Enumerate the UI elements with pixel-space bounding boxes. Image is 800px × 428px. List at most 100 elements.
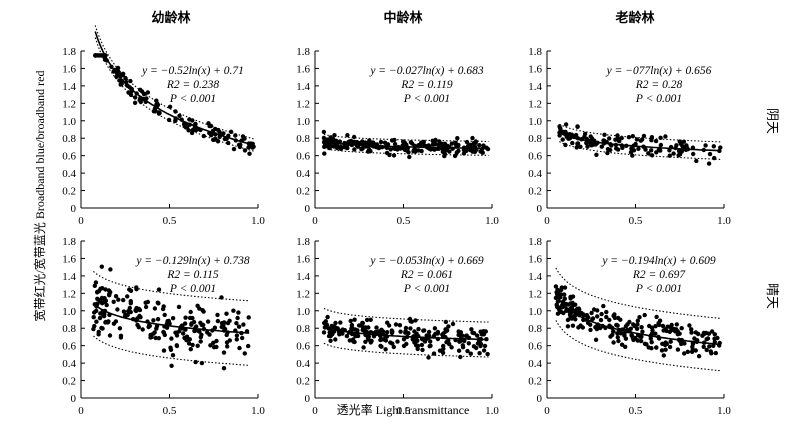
- y-tick-label: 1.8: [296, 236, 310, 248]
- data-point: [615, 136, 620, 141]
- lower-bound-line: [323, 147, 489, 156]
- data-point: [657, 322, 662, 328]
- data-point: [390, 329, 395, 334]
- data-point: [333, 320, 338, 326]
- data-point: [481, 348, 487, 353]
- r2-label: R2 = 0.238: [166, 79, 219, 91]
- data-point: [104, 302, 109, 308]
- y-tick-label: 1.0: [528, 116, 542, 128]
- data-point: [225, 344, 230, 349]
- data-point: [91, 315, 96, 320]
- data-point: [212, 325, 218, 330]
- data-point: [128, 299, 133, 304]
- data-point: [449, 345, 454, 350]
- data-point: [581, 312, 586, 317]
- data-point: [205, 319, 211, 324]
- data-point: [92, 310, 97, 315]
- data-point: [456, 148, 461, 154]
- data-point: [658, 142, 664, 148]
- data-point: [98, 286, 103, 291]
- y-tick-label: 1.2: [62, 98, 76, 110]
- data-point: [708, 349, 713, 354]
- data-point: [321, 135, 327, 141]
- y-tick-label: 1.8: [62, 46, 76, 58]
- data-point: [398, 329, 403, 334]
- lower-bound-line: [559, 141, 721, 160]
- data-point: [584, 313, 590, 318]
- data-point: [460, 333, 465, 338]
- data-point: [322, 151, 327, 156]
- y-tick-label: 0.6: [296, 341, 310, 353]
- data-point: [406, 331, 411, 336]
- x-tick-label: 0: [312, 405, 318, 417]
- x-tick-label: 0: [544, 405, 550, 417]
- y-tick-label: 1.4: [528, 81, 542, 93]
- data-point: [667, 148, 672, 153]
- data-point: [464, 148, 469, 154]
- data-point: [234, 333, 240, 338]
- data-point: [412, 340, 417, 345]
- data-point: [395, 339, 400, 344]
- data-point: [383, 347, 388, 352]
- x-tick-label: 0.5: [629, 405, 643, 417]
- data-point: [134, 287, 139, 292]
- data-point: [344, 333, 350, 339]
- y-tick-label: 0.2: [62, 186, 76, 198]
- data-point: [134, 305, 139, 311]
- data-point: [154, 326, 159, 331]
- data-point: [374, 330, 379, 335]
- data-point: [685, 349, 690, 354]
- data-point: [183, 315, 188, 320]
- data-point: [176, 304, 182, 310]
- data-point: [240, 335, 245, 341]
- data-point: [426, 329, 432, 335]
- data-point: [360, 320, 365, 326]
- data-point: [649, 325, 655, 330]
- p-value-label: P < 0.001: [169, 283, 216, 295]
- data-point: [607, 136, 612, 141]
- data-point: [103, 298, 109, 303]
- data-point: [362, 329, 368, 334]
- data-point: [113, 294, 119, 299]
- x-tick-label: 0.5: [163, 215, 177, 227]
- data-point: [169, 363, 174, 368]
- data-point: [368, 330, 373, 335]
- data-point: [612, 312, 617, 317]
- data-point: [638, 338, 644, 344]
- data-point: [115, 307, 120, 312]
- data-point: [108, 290, 113, 295]
- equation-label: y = −0.027ln(x) + 0.683: [369, 65, 484, 77]
- data-point: [669, 322, 674, 328]
- data-point: [246, 343, 251, 349]
- y-tick-label: 0: [537, 203, 543, 215]
- data-point: [705, 336, 711, 341]
- panel-老龄林-晴天: 0 0.2 0.4 0.6 0.8 1.0 1.2 1.4 1.6 1.8 0 0.5 1.0 y = −…: [528, 236, 731, 417]
- data-point: [353, 140, 359, 145]
- data-point: [620, 145, 625, 150]
- data-point: [121, 71, 126, 77]
- y-tick-label: 0.4: [62, 168, 76, 180]
- data-point: [598, 325, 603, 331]
- y-tick-label: 0.4: [62, 358, 76, 370]
- data-point: [152, 306, 158, 311]
- data-point: [367, 138, 372, 143]
- data-point: [560, 137, 565, 142]
- data-point: [360, 139, 365, 144]
- data-point: [160, 306, 166, 312]
- data-point: [615, 147, 621, 152]
- y-tick-label: 0.2: [528, 376, 542, 388]
- data-point: [364, 317, 370, 323]
- data-point: [578, 323, 583, 328]
- y-tick-label: 0: [305, 203, 311, 215]
- y-tick-label: 0: [71, 393, 77, 405]
- data-point: [478, 343, 483, 349]
- data-point: [401, 343, 407, 349]
- y-tick-label: 0.4: [528, 168, 542, 180]
- data-point: [636, 146, 641, 151]
- data-point: [390, 341, 395, 346]
- data-point: [143, 304, 149, 310]
- data-point: [94, 319, 99, 324]
- data-point: [407, 154, 412, 160]
- x-tick-label: 0.5: [163, 405, 177, 417]
- data-point: [177, 113, 182, 119]
